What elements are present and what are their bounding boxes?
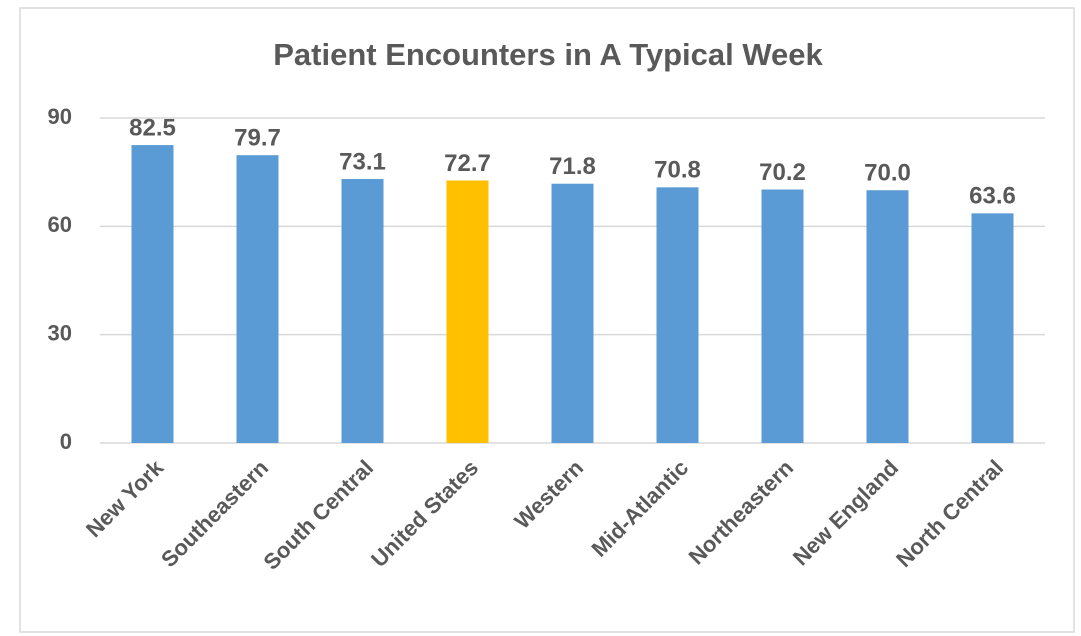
bar [446, 180, 489, 443]
bar [551, 183, 594, 443]
y-tick-label: 90 [48, 104, 72, 129]
y-tick-label: 30 [48, 320, 72, 345]
data-label: 72.7 [444, 150, 491, 177]
bar [971, 213, 1014, 443]
bar [866, 190, 909, 443]
bar [236, 155, 279, 443]
data-label: 82.5 [129, 114, 176, 141]
bar [131, 145, 174, 444]
data-label: 79.7 [234, 125, 281, 152]
data-label: 70.0 [864, 160, 911, 187]
chart-title: Patient Encounters in A Typical Week [273, 37, 823, 72]
bar [761, 189, 804, 443]
data-label: 73.1 [339, 148, 386, 175]
bar [341, 179, 384, 443]
y-tick-label: 60 [48, 212, 72, 237]
y-tick-label: 0 [60, 429, 72, 454]
data-label: 70.8 [654, 157, 701, 184]
data-label: 71.8 [549, 153, 596, 180]
bar [656, 187, 699, 443]
data-label: 63.6 [969, 183, 1016, 210]
data-label: 70.2 [759, 159, 806, 186]
